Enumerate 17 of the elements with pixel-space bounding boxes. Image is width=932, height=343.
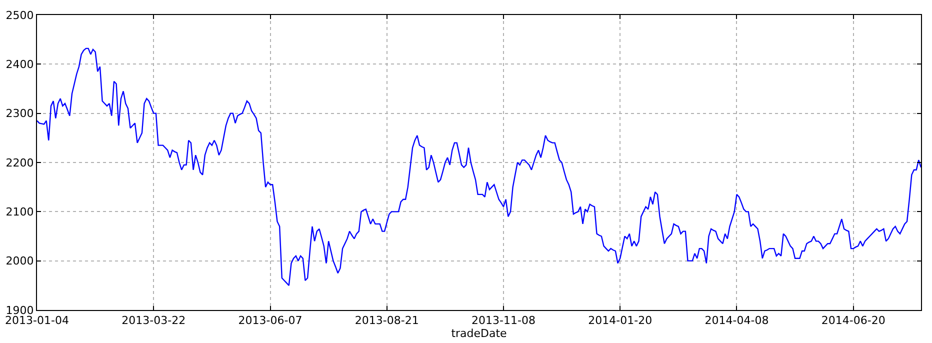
y-tick-label: 2400 <box>6 58 34 72</box>
x-tick-label: 2013-06-07 <box>238 314 302 328</box>
x-tick-label: 2013-11-08 <box>472 314 536 328</box>
y-tick-label: 2500 <box>6 8 34 22</box>
x-tick-label: 2014-04-08 <box>704 314 769 328</box>
x-tick-label: 2013-03-22 <box>122 314 186 328</box>
x-tick-label: 2014-01-20 <box>588 314 652 328</box>
line-series <box>37 48 921 286</box>
y-tick-label: 2200 <box>6 156 34 170</box>
y-tick-label: 2000 <box>6 254 34 268</box>
y-tick-label: 1900 <box>6 304 34 317</box>
y-tick-label: 2100 <box>6 206 34 219</box>
x-axis-title: tradeDate <box>451 327 508 340</box>
x-tick-label: 2013-01-04 <box>5 314 69 328</box>
x-tick-label: 2014-06-20 <box>821 314 886 328</box>
y-tick-label: 2300 <box>6 107 34 120</box>
x-tick-label: 2013-08-21 <box>354 314 419 328</box>
